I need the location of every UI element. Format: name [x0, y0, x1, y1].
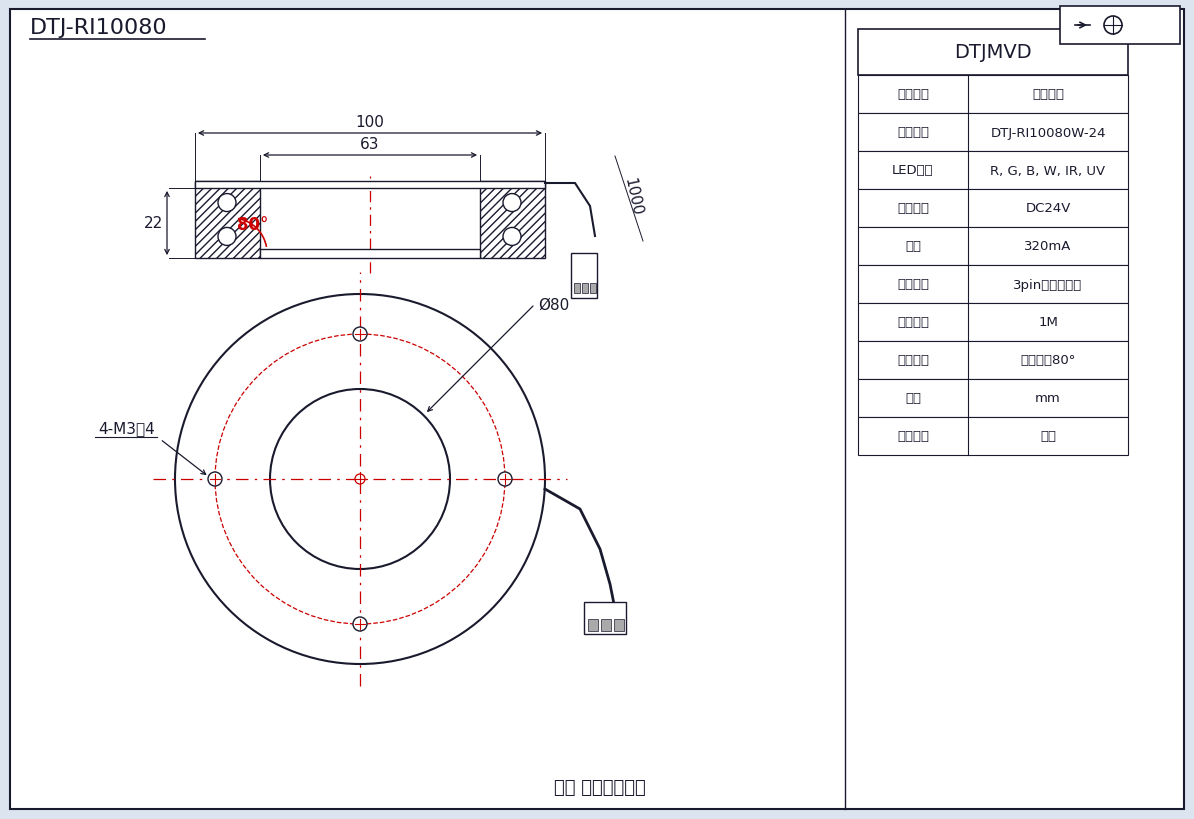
Text: R, G, B, W, IR, UV: R, G, B, W, IR, UV: [991, 165, 1106, 177]
Text: 输入电压: 输入电压: [897, 202, 929, 215]
Bar: [574, 283, 580, 294]
Circle shape: [353, 328, 367, 342]
Text: DTJ-RI10080: DTJ-RI10080: [30, 18, 167, 38]
Bar: [858, 228, 1128, 265]
Text: 63: 63: [361, 137, 380, 152]
Text: 光源接口: 光源接口: [897, 278, 929, 291]
Text: 80°: 80°: [236, 215, 269, 233]
Bar: [858, 418, 1128, 455]
Text: 黑色: 黑色: [1040, 430, 1055, 443]
Bar: [858, 190, 1128, 228]
Bar: [858, 379, 1128, 418]
Text: 320mA: 320mA: [1024, 240, 1072, 253]
Text: 光源线长: 光源线长: [897, 316, 929, 329]
Bar: [858, 304, 1128, 342]
Bar: [480, 182, 544, 259]
Text: DTJMVD: DTJMVD: [954, 43, 1032, 62]
Circle shape: [176, 295, 544, 664]
Bar: [10, 10, 841, 809]
Text: 产品名称: 产品名称: [897, 88, 929, 102]
Bar: [195, 182, 544, 188]
Text: 电流: 电流: [905, 240, 921, 253]
Bar: [571, 254, 597, 299]
Circle shape: [503, 194, 521, 212]
Bar: [260, 250, 480, 259]
Text: LED颜色: LED颜色: [892, 165, 934, 177]
Text: 垂直向下80°: 垂直向下80°: [1021, 354, 1076, 367]
Bar: [858, 114, 1128, 152]
Bar: [858, 152, 1128, 190]
Text: 1000: 1000: [622, 176, 645, 217]
Circle shape: [498, 473, 512, 486]
Bar: [841, 10, 1184, 809]
Text: 单位: 单位: [905, 392, 921, 405]
Text: 100: 100: [356, 115, 384, 130]
Bar: [1060, 7, 1180, 45]
Bar: [195, 182, 260, 259]
Bar: [601, 619, 611, 631]
Circle shape: [208, 473, 222, 486]
Text: 照射角度: 照射角度: [897, 354, 929, 367]
Bar: [614, 619, 624, 631]
Bar: [587, 619, 598, 631]
Text: 环形光源: 环形光源: [1032, 88, 1064, 102]
Bar: [858, 342, 1128, 379]
Bar: [581, 283, 587, 294]
Circle shape: [355, 474, 365, 484]
Bar: [858, 265, 1128, 304]
Text: 3pin（中间空）: 3pin（中间空）: [1014, 278, 1083, 291]
Bar: [858, 30, 1128, 76]
Text: DC24V: DC24V: [1026, 202, 1071, 215]
Text: mm: mm: [1035, 392, 1061, 405]
Circle shape: [353, 618, 367, 631]
Text: 表面处理: 表面处理: [897, 430, 929, 443]
Circle shape: [270, 390, 450, 569]
Circle shape: [219, 194, 236, 212]
Text: 注： 可选配漫射板: 注： 可选配漫射板: [554, 778, 646, 796]
Circle shape: [503, 229, 521, 247]
Bar: [858, 76, 1128, 114]
Text: DTJ-RI10080W-24: DTJ-RI10080W-24: [990, 126, 1106, 139]
Text: 4-M3深4: 4-M3深4: [98, 420, 155, 436]
Bar: [584, 602, 626, 634]
Text: 1M: 1M: [1038, 316, 1058, 329]
Bar: [590, 283, 596, 294]
Circle shape: [219, 229, 236, 247]
Text: Ø80: Ø80: [538, 297, 570, 312]
Text: 产品型号: 产品型号: [897, 126, 929, 139]
Text: 22: 22: [143, 216, 164, 231]
